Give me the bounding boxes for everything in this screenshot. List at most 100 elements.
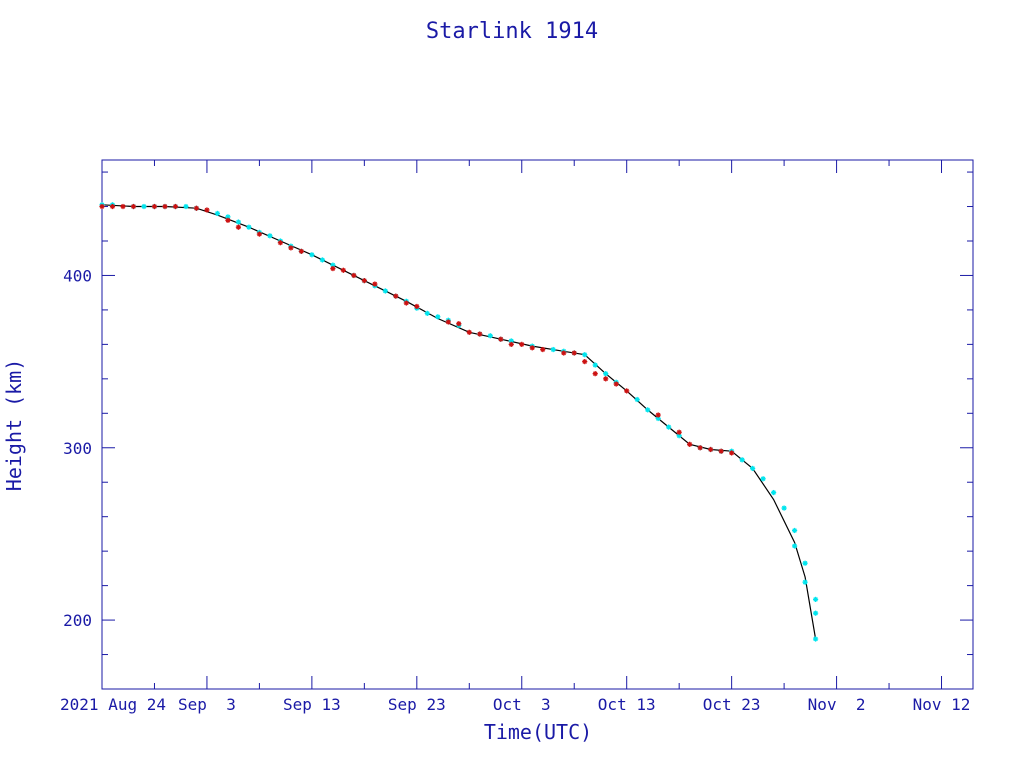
data-point	[645, 407, 651, 413]
data-point	[739, 457, 745, 463]
x-tick-label: Sep 23	[388, 695, 446, 714]
data-point	[172, 203, 179, 210]
data-point	[214, 210, 221, 217]
data-point	[235, 224, 242, 230]
data-point	[225, 217, 231, 223]
fit-line	[101, 204, 817, 640]
data-point	[498, 336, 504, 342]
data-point	[277, 240, 283, 246]
data-point	[687, 441, 693, 447]
data-point	[298, 248, 304, 254]
data-point	[592, 362, 598, 368]
data-point	[812, 636, 819, 642]
y-axis-tick-labels: 200 300 400	[63, 266, 92, 630]
data-point	[393, 293, 399, 299]
data-point	[802, 579, 808, 585]
data-point	[414, 303, 420, 310]
data-point	[718, 448, 724, 454]
data-point	[540, 346, 546, 353]
x-tick-label: Oct 23	[703, 695, 761, 714]
x-axis-tick-labels: 2021 Aug 24 Sep 3 Sep 13 Sep 23 Oct 3 Oct 13 O…	[60, 695, 970, 714]
data-point	[256, 231, 263, 237]
x-axis-label: Time(UTC)	[484, 720, 592, 744]
data-point	[372, 281, 378, 287]
x-tick-label: Oct 13	[598, 695, 656, 714]
data-point	[487, 333, 493, 339]
y-tick-label: 400	[63, 266, 92, 285]
data-point	[603, 371, 609, 377]
data-point	[466, 329, 472, 335]
data-point	[529, 345, 535, 351]
data-point	[340, 267, 346, 273]
data-point	[193, 205, 200, 211]
x-axis-ticks	[101, 160, 943, 689]
data-point	[613, 381, 619, 387]
point-series-2	[99, 203, 735, 456]
series-layer	[99, 202, 819, 642]
data-point	[330, 265, 336, 272]
data-point	[571, 350, 577, 356]
y-axis-ticks	[102, 171, 973, 656]
data-point	[319, 257, 325, 263]
data-point	[624, 388, 630, 394]
data-point	[382, 288, 388, 294]
data-point	[771, 489, 777, 496]
data-point	[309, 252, 315, 258]
data-point	[582, 359, 588, 365]
data-point	[729, 450, 735, 456]
data-point	[519, 341, 525, 347]
data-point	[592, 371, 598, 377]
x-tick-label: Oct 3	[493, 695, 551, 714]
data-point	[120, 203, 126, 210]
y-tick-label: 300	[63, 439, 92, 458]
data-point	[582, 352, 588, 358]
data-point	[456, 321, 462, 327]
data-point	[750, 465, 756, 472]
data-point	[151, 203, 158, 210]
data-point	[141, 203, 147, 210]
data-point	[445, 319, 451, 325]
data-point	[403, 300, 409, 306]
data-point	[792, 527, 798, 534]
data-point	[246, 224, 252, 230]
data-point	[477, 331, 483, 337]
data-point	[697, 445, 703, 451]
y-axis-label: Height (km)	[2, 359, 26, 491]
data-point	[508, 341, 514, 347]
data-point	[792, 543, 798, 549]
data-point	[235, 219, 242, 225]
x-tick-label: 2021 Aug 24	[60, 695, 166, 714]
data-point	[288, 245, 294, 251]
data-point	[183, 203, 189, 210]
data-point	[435, 314, 441, 320]
data-point	[351, 272, 357, 279]
data-point	[361, 278, 367, 284]
data-point	[109, 203, 116, 210]
data-point	[550, 346, 556, 353]
data-point	[760, 476, 766, 482]
y-tick-label: 200	[63, 611, 92, 630]
data-point	[666, 424, 672, 430]
data-point	[655, 412, 661, 418]
data-point	[162, 203, 168, 210]
x-tick-label: Sep 3	[178, 695, 236, 714]
data-point	[802, 560, 808, 566]
data-point	[676, 429, 682, 435]
data-point	[99, 203, 105, 210]
data-point	[812, 596, 819, 602]
data-point	[267, 233, 273, 239]
data-point	[708, 446, 714, 453]
data-point	[812, 610, 819, 616]
x-tick-label: Sep 13	[283, 695, 341, 714]
data-point	[204, 207, 210, 213]
data-point	[634, 396, 640, 403]
data-point	[130, 203, 137, 210]
x-tick-label: Nov 2	[808, 695, 866, 714]
data-point	[603, 376, 609, 382]
data-point	[561, 350, 567, 356]
point-series-1	[99, 202, 819, 642]
chart-title: Starlink 1914	[426, 19, 598, 44]
data-point	[424, 310, 430, 316]
x-tick-label: Nov 12	[913, 695, 971, 714]
